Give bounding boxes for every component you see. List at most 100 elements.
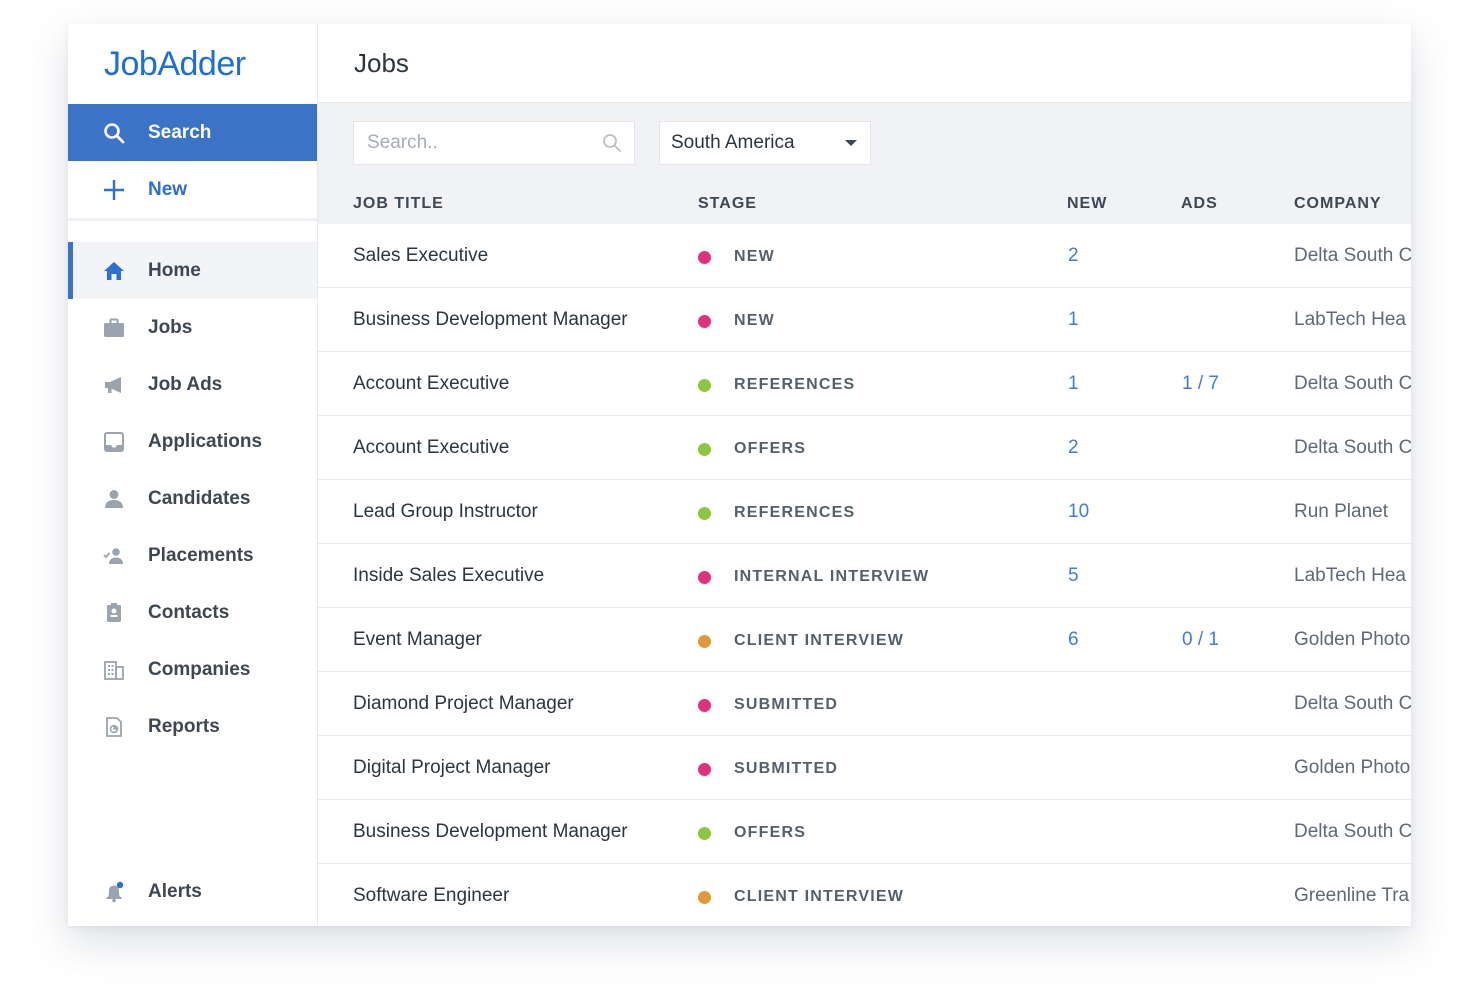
new-count-link[interactable]: 5	[1068, 565, 1079, 586]
company-cell[interactable]: Delta South C	[1294, 245, 1411, 266]
stage-label: NEW	[734, 312, 775, 329]
stage-label: SUBMITTED	[734, 696, 839, 713]
company-cell[interactable]: Run Planet	[1294, 501, 1389, 522]
ads-count-link[interactable]: 1 / 7	[1182, 373, 1219, 394]
job-title-cell[interactable]: Business Development Manager	[353, 821, 628, 842]
job-title-cell[interactable]: Account Executive	[353, 437, 510, 458]
sidebar-item-jobs[interactable]: Jobs	[68, 299, 317, 356]
stage-label: INTERNAL INTERVIEW	[734, 568, 930, 585]
stage-label: REFERENCES	[734, 504, 856, 521]
logo[interactable]: JobAdder	[104, 44, 246, 83]
ads-count-link[interactable]: 0 / 1	[1182, 629, 1219, 650]
company-cell[interactable]: Golden Photo	[1294, 757, 1411, 778]
sidebar-item-label: Candidates	[148, 487, 251, 509]
table-row[interactable]: Digital Project Manager SUBMITTED Golden P…	[318, 736, 1411, 800]
job-title-cell[interactable]: Business Development Manager	[353, 309, 628, 330]
company-cell[interactable]: Delta South C	[1294, 437, 1411, 458]
column-header-ads[interactable]: ADS	[1181, 195, 1218, 212]
stage-cell: SUBMITTED	[698, 760, 838, 778]
stage-status-dot	[698, 698, 711, 712]
job-title-cell[interactable]: Diamond Project Manager	[353, 693, 574, 714]
column-header-job-title[interactable]: JOB TITLE	[353, 195, 444, 212]
company-cell[interactable]: LabTech Hea	[1294, 309, 1406, 330]
new-count-link[interactable]: 1	[1068, 309, 1079, 330]
job-title-cell[interactable]: Digital Project Manager	[353, 757, 551, 778]
new-count-link[interactable]: 2	[1068, 437, 1079, 458]
building-icon	[102, 658, 126, 682]
sidebar-item-alerts[interactable]: Alerts	[68, 863, 202, 920]
job-title-cell[interactable]: Account Executive	[353, 373, 510, 394]
sidebar-new-label: New	[148, 178, 188, 200]
stage-status-dot	[698, 570, 711, 584]
new-count-link[interactable]: 2	[1068, 245, 1079, 266]
job-title-cell[interactable]: Lead Group Instructor	[353, 501, 538, 522]
sidebar-item-reports[interactable]: Reports	[68, 698, 317, 755]
company-cell[interactable]: Delta South C	[1294, 693, 1411, 714]
stage-status-dot	[698, 314, 711, 328]
stage-label: OFFERS	[734, 440, 807, 457]
sidebar-item-home[interactable]: Home	[68, 242, 317, 299]
sidebar: JobAdder Search New Home	[68, 24, 318, 926]
table-row[interactable]: Software Engineer CLIENT INTERVIEW Greenli…	[318, 864, 1411, 926]
bell-icon	[102, 880, 126, 904]
sidebar-new-button[interactable]: New	[68, 161, 317, 221]
stage-label: CLIENT INTERVIEW	[734, 632, 905, 649]
stage-status-dot	[698, 250, 711, 264]
search-icon	[102, 121, 126, 145]
sidebar-item-job-ads[interactable]: Job Ads	[68, 356, 317, 413]
contact-card-icon	[102, 601, 126, 625]
table-row[interactable]: Inside Sales Executive INTERNAL INTERVIEW…	[318, 544, 1411, 608]
table-row[interactable]: Business Development Manager OFFERS Delta …	[318, 800, 1411, 864]
table-row[interactable]: Sales Executive NEW 2 Delta South C	[318, 224, 1411, 288]
search-input[interactable]	[365, 131, 599, 155]
sidebar-search-button[interactable]: Search	[68, 104, 317, 161]
new-count-link[interactable]: 6	[1068, 629, 1079, 650]
search-icon[interactable]	[602, 133, 622, 158]
stage-status-dot	[698, 634, 711, 648]
sidebar-item-label: Jobs	[148, 316, 193, 338]
sidebar-alerts-label: Alerts	[148, 880, 202, 902]
sidebar-item-label: Contacts	[148, 601, 230, 623]
sidebar-item-applications[interactable]: Applications	[68, 413, 317, 470]
job-title-cell[interactable]: Inside Sales Executive	[353, 565, 545, 586]
column-header-new[interactable]: NEW	[1067, 195, 1108, 212]
stage-status-dot	[698, 442, 711, 456]
stage-cell: REFERENCES	[698, 376, 855, 394]
stage-status-dot	[698, 506, 711, 520]
sidebar-item-companies[interactable]: Companies	[68, 641, 317, 698]
company-cell[interactable]: Golden Photo	[1294, 629, 1411, 650]
sidebar-item-placements[interactable]: Placements	[68, 527, 317, 584]
briefcase-icon	[102, 316, 126, 340]
company-cell[interactable]: Greenline Tra	[1294, 885, 1410, 906]
stage-label: CLIENT INTERVIEW	[734, 888, 905, 905]
table-row[interactable]: Account Executive REFERENCES 1 1 / 7 Delta S…	[318, 352, 1411, 416]
table-row[interactable]: Account Executive OFFERS 2 Delta South C	[318, 416, 1411, 480]
job-title-cell[interactable]: Event Manager	[353, 629, 482, 650]
jobs-table-body: Sales Executive NEW 2 Delta South C Business…	[318, 224, 1411, 926]
table-header: JOB TITLE STAGE NEW ADS COMPANY	[318, 181, 1411, 226]
table-row[interactable]: Diamond Project Manager SUBMITTED Delta So…	[318, 672, 1411, 736]
user-icon	[102, 487, 126, 511]
table-row[interactable]: Lead Group Instructor REFERENCES 10 Run Pla…	[318, 480, 1411, 544]
region-dropdown[interactable]: South America	[659, 121, 871, 165]
table-row[interactable]: Event Manager CLIENT INTERVIEW 6 0 / 1 Golde…	[318, 608, 1411, 672]
company-cell[interactable]: Delta South C	[1294, 821, 1411, 842]
job-title-cell[interactable]: Software Engineer	[353, 885, 510, 906]
sidebar-item-candidates[interactable]: Candidates	[68, 470, 317, 527]
sidebar-item-label: Job Ads	[148, 373, 223, 395]
page-title: Jobs	[318, 24, 1411, 103]
stage-cell: OFFERS	[698, 440, 806, 458]
search-field[interactable]	[353, 121, 635, 165]
sidebar-item-contacts[interactable]: Contacts	[68, 584, 317, 641]
company-cell[interactable]: LabTech Hea	[1294, 565, 1406, 586]
sidebar-item-label: Placements	[148, 544, 254, 566]
new-count-link[interactable]: 1	[1068, 373, 1079, 394]
column-header-company[interactable]: COMPANY	[1294, 195, 1382, 212]
inbox-icon	[102, 430, 126, 454]
new-count-link[interactable]: 10	[1068, 501, 1090, 522]
company-cell[interactable]: Delta South C	[1294, 373, 1411, 394]
table-row[interactable]: Business Development Manager NEW 1 LabTech …	[318, 288, 1411, 352]
column-header-stage[interactable]: STAGE	[698, 195, 757, 212]
stage-status-dot	[698, 378, 711, 392]
job-title-cell[interactable]: Sales Executive	[353, 245, 489, 266]
